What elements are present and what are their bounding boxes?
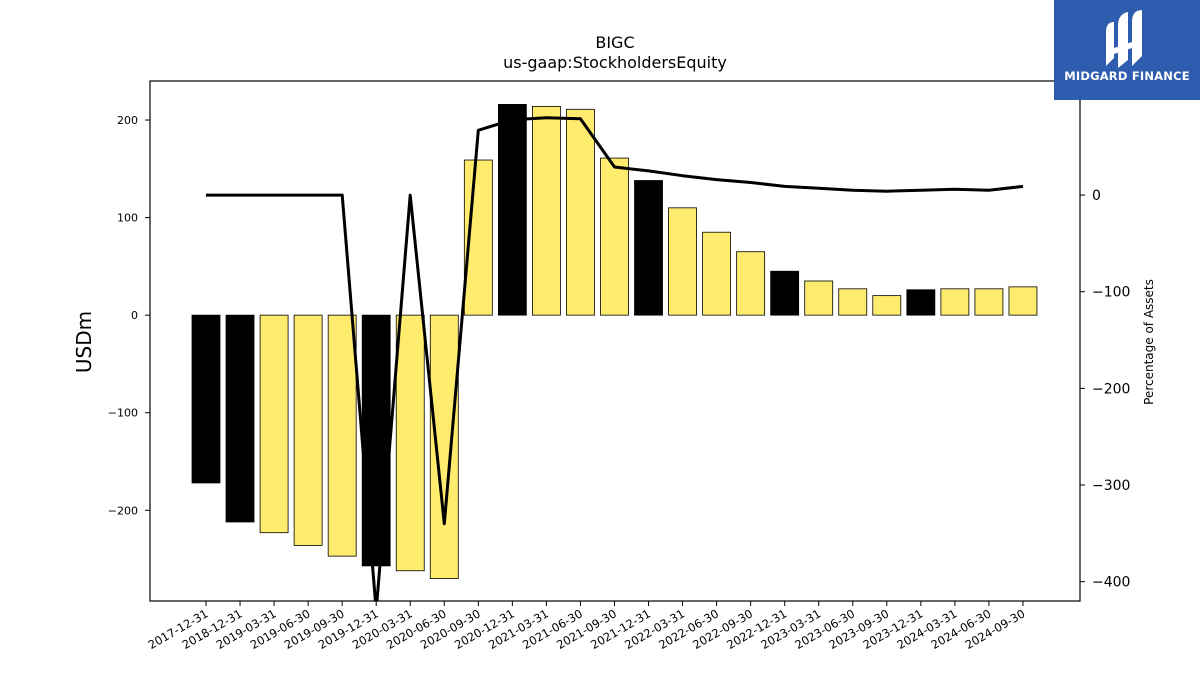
y-tick-label: −100 [108,407,138,420]
bar-2022-03-31 [668,207,697,316]
bar-2019-09-30 [327,314,357,557]
y-tick-label: 100 [117,212,138,225]
y-tick-label: −200 [108,504,138,517]
bar-2020-06-30 [429,314,459,579]
bar-2021-06-30 [566,108,595,316]
plot-frame [149,80,1081,602]
bar-2023-06-30 [838,288,868,316]
logo-text: MIDGARD FINANCE [1064,69,1190,83]
bar-2023-12-31 [906,289,936,316]
bar-2019-12-31 [361,314,391,567]
bar-2022-06-30 [702,231,731,316]
bar-2023-09-30 [872,295,902,316]
y-axis-right: −400 −300 −200 −100 0 [1080,188,1130,591]
bar-2022-09-30 [736,251,766,316]
y-axis-left: −200 −100 0 100 200 [108,114,150,517]
bar-2020-03-31 [395,314,425,572]
chart-title: BIGC [595,33,634,52]
bar-2021-12-31 [634,180,663,316]
chart-subtitle: us-gaap:StockholdersEquity [503,53,727,72]
line-series [206,116,1024,601]
bar-2017-12-31 [191,314,221,484]
bar-series [191,104,1038,579]
y-tick-label: 0 [131,309,138,322]
y2-tick-label: −400 [1092,575,1130,591]
y2-axis-label: Percentage of Assets [1142,279,1156,405]
bar-2019-06-30 [293,314,323,546]
bar-2022-12-31 [770,270,800,316]
bar-2023-03-31 [804,280,834,316]
midgard-finance-logo: MIDGARD FINANCE [1054,0,1200,100]
logo-mark-icon [1106,10,1142,68]
y2-tick-label: −300 [1092,478,1130,494]
bar-2024-09-30 [1008,286,1038,316]
y2-tick-label: −200 [1092,381,1130,397]
bar-2024-03-31 [940,288,970,316]
y2-tick-label: 0 [1092,188,1101,204]
line-percentage-of-assets [206,116,1024,601]
y-tick-label: 200 [117,114,138,127]
bar-2018-12-31 [225,314,255,523]
bar-2020-12-31 [497,104,527,316]
bar-2024-06-30 [974,288,1004,316]
bar-2021-09-30 [600,157,629,316]
y-axis-label: USDm [72,311,96,373]
bar-2019-03-31 [259,314,289,534]
bar-2021-03-31 [532,105,561,316]
y2-tick-label: −100 [1092,285,1130,301]
x-axis: 2017-12-312018-12-312019-03-312019-06-30… [146,601,1027,652]
